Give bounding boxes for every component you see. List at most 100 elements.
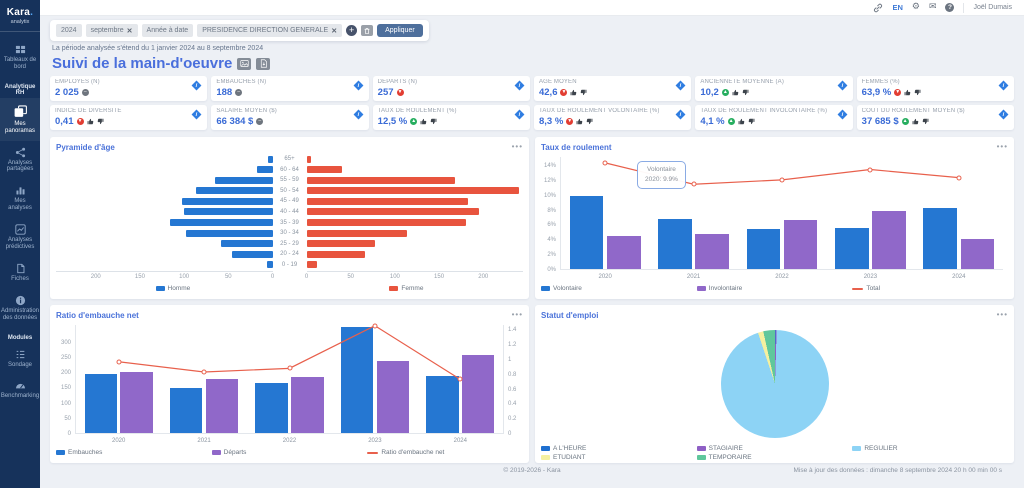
thumbs-down-icon[interactable] [922, 118, 929, 125]
legend-item[interactable]: TEMPORAIRE [696, 454, 853, 461]
line-point[interactable] [372, 323, 378, 329]
line-point[interactable] [116, 359, 122, 365]
clear-filters-button[interactable] [361, 25, 374, 36]
bar-embauches[interactable] [255, 383, 288, 433]
sidebar-item-mes-panoramas[interactable]: Mes panoramas [0, 97, 40, 141]
bar-femme[interactable] [306, 219, 467, 227]
bar-volontaire[interactable] [746, 229, 781, 269]
bar-femme[interactable] [306, 208, 479, 216]
user-menu[interactable]: Joël Dumais [973, 4, 1012, 11]
bar-femme[interactable] [306, 166, 342, 174]
legend-item[interactable]: REGULIER [852, 445, 1008, 452]
thumbs-down-icon[interactable] [430, 118, 437, 125]
bar-embauches[interactable] [340, 327, 374, 433]
bar-homme[interactable] [170, 219, 273, 227]
sidebar-item-administration-des-donnees[interactable]: Administration des données [0, 289, 40, 328]
mail-icon[interactable]: ✉ [928, 2, 937, 12]
bar-femme[interactable] [306, 261, 318, 269]
thumbs-down-icon[interactable] [748, 118, 755, 125]
filter-chip[interactable]: PRESIDENCE DIRECTION GENERALE ✕ [197, 24, 343, 37]
help-icon[interactable]: ? [945, 3, 955, 12]
panel-menu-icon[interactable] [512, 313, 523, 317]
sidebar-item-mes-analyses[interactable]: Mes analyses [0, 179, 40, 218]
legend-item[interactable]: Embauches [56, 449, 212, 456]
pie-circle[interactable] [720, 329, 829, 438]
bar-homme[interactable] [182, 197, 273, 205]
thumbs-up-icon[interactable] [87, 118, 94, 125]
remove-filter-icon[interactable]: ✕ [126, 27, 133, 35]
link-icon[interactable] [873, 3, 883, 13]
legend-item[interactable]: Involontaire [696, 285, 853, 292]
panel-menu-icon[interactable] [997, 145, 1008, 149]
legend-item[interactable]: ETUDIANT [541, 454, 697, 461]
sidebar-item-benchmarking[interactable]: Benchmarking [0, 374, 40, 406]
export-pdf-button[interactable] [256, 57, 271, 70]
panel-menu-icon[interactable] [997, 313, 1008, 317]
thumbs-up-icon[interactable] [738, 118, 745, 125]
thumbs-up-icon[interactable] [912, 118, 919, 125]
bar-homme[interactable] [221, 240, 273, 248]
line-point[interactable] [867, 167, 873, 173]
line-point[interactable] [457, 376, 463, 382]
bar-volontaire[interactable] [923, 207, 957, 269]
bar-embauches[interactable] [84, 373, 117, 433]
bar-d-parts[interactable] [291, 376, 324, 433]
thumbs-up-icon[interactable] [732, 89, 739, 96]
bar-homme[interactable] [185, 229, 273, 237]
filter-chip[interactable]: septembre ✕ [85, 24, 138, 37]
legend-item[interactable]: Ratio d'embauche net [367, 449, 523, 456]
export-image-button[interactable] [237, 57, 252, 70]
bar-involontaire[interactable] [695, 234, 729, 269]
bar-homme[interactable] [256, 166, 273, 174]
line-point[interactable] [956, 175, 962, 181]
sidebar-item-analyses-partagees[interactable]: Analyses partagées [0, 141, 40, 180]
bar-involontaire[interactable] [783, 219, 818, 269]
thumbs-down-icon[interactable] [586, 118, 593, 125]
sidebar-item-sondage[interactable]: Sondage [0, 343, 40, 375]
line-point[interactable] [602, 160, 608, 166]
thumbs-down-icon[interactable] [742, 89, 749, 96]
bar-femme[interactable] [306, 229, 408, 237]
sidebar-item-tableaux-de-bord[interactable]: Tableaux de bord [0, 38, 40, 77]
bar-involontaire[interactable] [960, 238, 995, 269]
bar-volontaire[interactable] [835, 227, 869, 269]
remove-filter-icon[interactable]: ✕ [331, 27, 338, 35]
thumbs-down-icon[interactable] [97, 118, 104, 125]
sidebar-item-fiches[interactable]: Fiches [0, 257, 40, 289]
bar-homme[interactable] [267, 261, 273, 269]
bar-d-parts[interactable] [461, 355, 495, 433]
legend-item[interactable]: Total [852, 285, 1008, 292]
thumbs-up-icon[interactable] [420, 118, 427, 125]
add-filter-button[interactable]: + [346, 25, 358, 36]
bar-homme[interactable] [215, 176, 273, 184]
thumbs-up-icon[interactable] [570, 89, 577, 96]
filter-chip[interactable]: Année à date [141, 24, 194, 37]
bar-d-parts[interactable] [376, 360, 410, 433]
line-point[interactable] [287, 365, 292, 371]
bar-femme[interactable] [306, 240, 375, 248]
bar-femme[interactable] [306, 155, 311, 163]
bar-involontaire[interactable] [606, 235, 641, 269]
bar-femme[interactable] [306, 197, 469, 205]
bar-d-parts[interactable] [120, 371, 153, 433]
thumbs-up-icon[interactable] [904, 89, 911, 96]
bar-homme[interactable] [231, 250, 273, 258]
legend-item[interactable]: Homme [155, 285, 190, 292]
settings-gear-icon[interactable]: ⚙ [911, 2, 920, 12]
bar-volontaire[interactable] [658, 218, 692, 269]
legend-item[interactable]: Départs [211, 449, 368, 456]
bar-embauches[interactable] [169, 388, 203, 433]
thumbs-down-icon[interactable] [914, 89, 921, 96]
bar-homme[interactable] [195, 187, 273, 195]
bar-femme[interactable] [306, 187, 519, 195]
line-point[interactable] [201, 369, 207, 375]
bar-homme[interactable] [184, 208, 273, 216]
thumbs-up-icon[interactable] [576, 118, 583, 125]
bar-involontaire[interactable] [872, 210, 906, 269]
line-point[interactable] [691, 181, 697, 187]
legend-item[interactable]: STAGIAIRE [696, 445, 853, 452]
line-point[interactable] [779, 177, 785, 183]
apply-filters-button[interactable]: Appliquer [377, 24, 423, 37]
bar-homme[interactable] [268, 155, 273, 163]
filter-chip[interactable]: 2024 [56, 24, 82, 37]
